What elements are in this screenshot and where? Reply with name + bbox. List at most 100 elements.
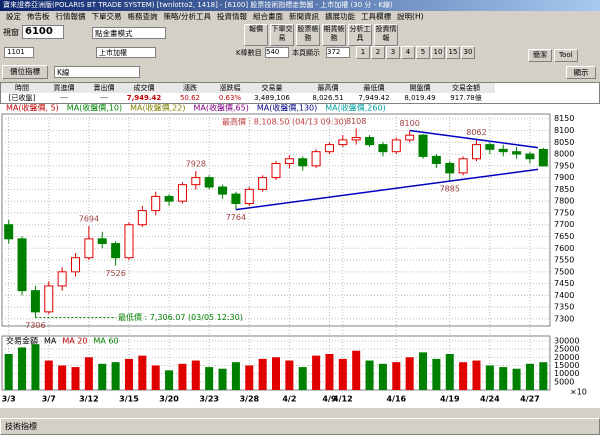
volume-bar [459, 362, 468, 390]
volume-bar [325, 354, 334, 390]
quote-value-cell: 7,949.42 [126, 94, 162, 102]
y-tick-label: 7950 [554, 161, 574, 170]
quote-value-cell: --- [60, 94, 68, 102]
volume-bar [31, 344, 40, 390]
volume-bar [191, 360, 200, 390]
volume-bar [285, 360, 294, 390]
candle-body [311, 151, 321, 167]
toolbar-button[interactable]: 報價 [244, 24, 268, 46]
x-tick-label: 4/16 [386, 395, 406, 404]
quote-header-cell: 時間 [1, 83, 43, 93]
quote-value-cell: 7,949.42 [358, 94, 390, 102]
menu-bar: 設定 佈告板 行情報價 下單交易 帳務查詢 策略/分析工具 投資情報 組合畫面 新聞資訊 擴展功能… [0, 11, 600, 23]
price-frame [1, 113, 551, 327]
toolbar-button[interactable]: 下單交易 [270, 24, 294, 46]
kind-select[interactable]: K線 [54, 66, 140, 78]
candle-body [431, 155, 441, 164]
quote-value-cell: [已收盤] [8, 94, 36, 102]
volume-bar [258, 358, 267, 390]
period-button[interactable]: 10 [431, 46, 445, 59]
candle-body [418, 134, 428, 157]
period-button[interactable]: 3 [386, 46, 400, 59]
window-code[interactable]: 6100 [22, 25, 64, 39]
menu-item[interactable]: 帳務查詢 [127, 12, 158, 21]
right-button[interactable]: Tool [554, 49, 578, 62]
candle-body [365, 137, 375, 146]
volume-bar [378, 363, 387, 390]
right-button[interactable]: 簡潔 [528, 49, 552, 62]
volume-bar [352, 350, 361, 390]
legend-entry: MA(收盤價,10) [67, 104, 122, 113]
candle-body [164, 195, 174, 202]
menu-item[interactable]: 佈告板 [27, 12, 50, 21]
window-label: 視窗 [3, 28, 19, 37]
menu-item[interactable]: 投資情報 [217, 12, 248, 21]
quote-header-cell: 最低價 [353, 83, 399, 93]
symbol-code[interactable]: 1101 [4, 47, 34, 58]
period-button[interactable]: 30 [461, 46, 475, 59]
period-button[interactable]: 1 [356, 46, 370, 59]
candle-body [391, 139, 401, 153]
menu-item[interactable]: 策略/分析工具 [163, 12, 212, 21]
legend-entry: MA(收盤價,22) [130, 104, 185, 113]
x-tick-label: 3/23 [199, 395, 219, 404]
x-tick-label: 3/3 [2, 395, 16, 404]
x-tick-label: 3/28 [239, 395, 259, 404]
legend-entry: MA(收盤價,130) [257, 104, 317, 113]
toolbar-button[interactable]: 投資情報 [374, 24, 398, 46]
candle-body [338, 139, 348, 146]
y-tick-label: 30000 [554, 336, 579, 345]
volume-bar [138, 355, 147, 390]
menu-item[interactable]: 行情報價 [55, 12, 86, 21]
period-button[interactable]: 4 [401, 46, 415, 59]
y-tick-label: 7550 [554, 256, 574, 265]
candle-body [485, 144, 495, 150]
x-tick-label: 3/12 [79, 395, 99, 404]
toolbar-buttons: 報價 下單交易 股票帳務 期貨帳務 分析工具 投資情報 [244, 24, 398, 46]
page-count[interactable]: 372 [326, 47, 350, 58]
symbol-name[interactable]: 上市加權 [96, 47, 156, 58]
candle-body [57, 271, 67, 287]
volume-bar [365, 360, 374, 390]
period-button[interactable]: 5 [416, 46, 430, 59]
page-label: 本頁顯示 [292, 49, 320, 57]
menu-item[interactable]: 下單交易 [91, 12, 122, 21]
bars-count[interactable]: 540 [265, 47, 289, 58]
menu-item[interactable]: 工具欄標 [361, 12, 392, 21]
candle-body [512, 151, 522, 155]
peak-label: 7694 [79, 215, 99, 224]
menu-item[interactable]: 擴展功能 [325, 12, 356, 21]
period-button[interactable]: 15 [446, 46, 460, 59]
quote-header-cell: 漲跌 [169, 83, 209, 93]
toolbar-button[interactable]: 股票帳務 [296, 24, 320, 46]
menu-item[interactable]: 說明(H) [397, 12, 424, 21]
show-button[interactable]: 顯示 [566, 66, 596, 79]
volume-bar [245, 365, 254, 390]
volume-legend: MA 20 [62, 337, 87, 346]
period-button[interactable]: 2 [371, 46, 385, 59]
volume-bar [525, 363, 534, 390]
legend-entry: MA(收盤價,260) [325, 104, 385, 113]
quote-value-cell: --- [100, 94, 108, 102]
menu-item[interactable]: 組合畫面 [253, 12, 284, 21]
legend-entry: MA(收盤價,65) [193, 104, 248, 113]
y-tick-label: 10000 [554, 369, 579, 378]
candle-body [97, 238, 107, 245]
low-annotation: 最低價 : 7,306.07 (03/05 12:30) [118, 312, 243, 322]
candle-body [84, 238, 94, 259]
volume-bar [472, 360, 481, 390]
quote-header-cell: 賣出價 [83, 83, 123, 93]
toolbar-button[interactable]: 分析工具 [348, 24, 372, 46]
y-tick-label: 7650 [554, 232, 574, 241]
volume-bar [512, 368, 521, 390]
bars-label: K棒數目 [236, 49, 262, 57]
quote-header-cell: 漲跌幅 [209, 83, 251, 93]
volume-bar [58, 365, 67, 390]
toolbar-button[interactable]: 期貨帳務 [322, 24, 346, 46]
menu-item[interactable]: 設定 [6, 12, 21, 21]
mode-select[interactable]: 點金畫模式 [92, 27, 166, 39]
volume-bar [485, 365, 494, 390]
indicator-button[interactable]: 價位指標 [2, 65, 48, 79]
menu-item[interactable]: 新聞資訊 [289, 12, 320, 21]
quote-value-cell: 8,019.49 [404, 94, 436, 102]
